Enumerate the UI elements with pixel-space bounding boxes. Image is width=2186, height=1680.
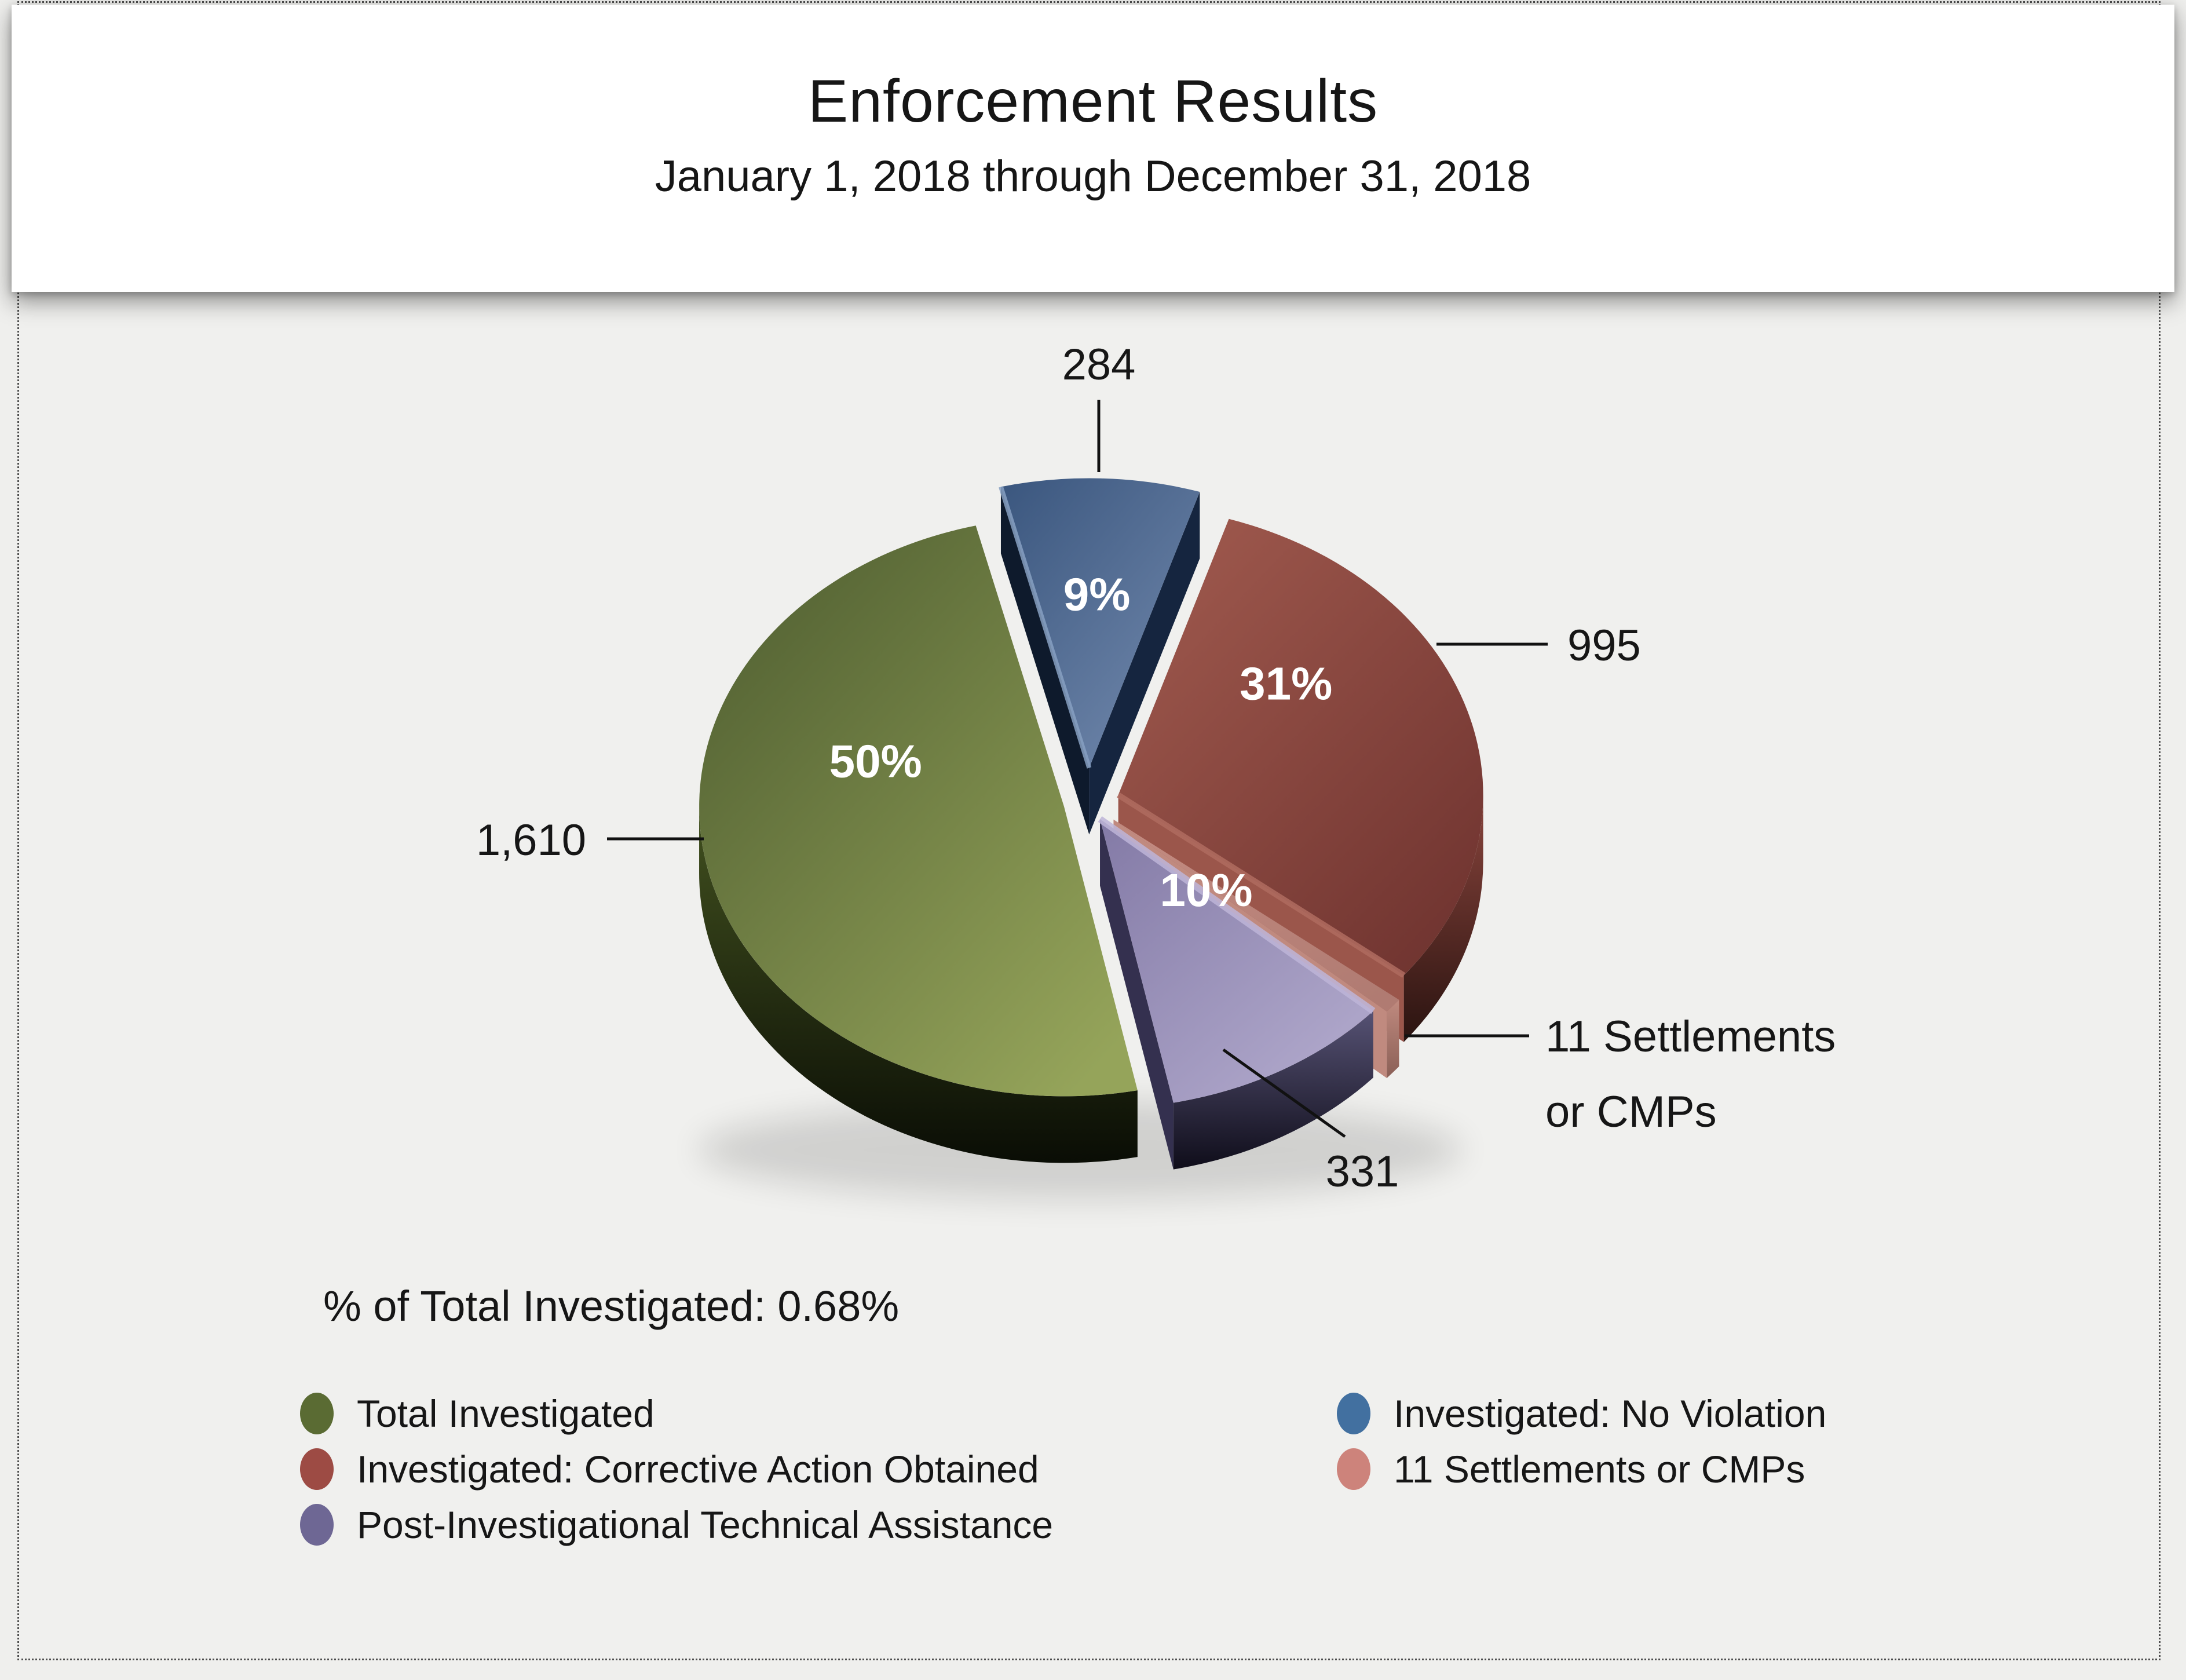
chart-header: Enforcement Results January 1, 2018 thro… xyxy=(12,5,2174,292)
legend-item: Investigated: No Violation xyxy=(1337,1386,1826,1441)
legend-item: Investigated: Corrective Action Obtained xyxy=(300,1441,1053,1497)
chart-title: Enforcement Results xyxy=(807,68,1379,135)
leader-technical-assistance xyxy=(1222,1048,1346,1138)
slice-side xyxy=(1173,1011,1373,1170)
pct-label-1: 31% xyxy=(1240,658,1332,709)
slice-wall xyxy=(1089,492,1200,835)
legend-label: Total Investigated xyxy=(357,1392,655,1435)
legend-column-right: Investigated: No Violation 11 Settlements… xyxy=(1337,1386,1826,1497)
slice-side xyxy=(1403,795,1483,1042)
pct-label-0: 9% xyxy=(1063,569,1131,620)
slice-top-2[interactable] xyxy=(1113,819,1399,1011)
slice-wall xyxy=(1100,819,1174,1170)
legend-item: Post-Investigational Technical Assistanc… xyxy=(300,1497,1053,1553)
callout-settlements-line1: 11 Settlements xyxy=(1545,1012,1836,1061)
slice-side xyxy=(699,806,1138,1163)
slice-top-0[interactable] xyxy=(1000,478,1200,768)
callout-technical-assistance: 331 xyxy=(1326,1147,1399,1196)
slice-bevel xyxy=(1098,816,1376,1014)
slice-top-4[interactable] xyxy=(699,525,1138,1097)
callout-total-investigated: 1,610 xyxy=(476,816,586,865)
slice-bevel xyxy=(999,486,1092,769)
pct-label-3: 10% xyxy=(1160,864,1252,916)
legend-label: 11 Settlements or CMPs xyxy=(1394,1448,1805,1491)
slice-top-1[interactable] xyxy=(1118,518,1483,976)
legend-label: Investigated: Corrective Action Obtained xyxy=(357,1448,1039,1491)
legend-column-left: Total Investigated Investigated: Correcti… xyxy=(300,1386,1053,1553)
legend-swatch-icon xyxy=(1337,1393,1370,1434)
legend-swatch-icon xyxy=(300,1504,334,1546)
callout-corrective-action: 995 xyxy=(1567,621,1641,670)
legend-item: 11 Settlements or CMPs xyxy=(1337,1441,1826,1497)
legend-item: Total Investigated xyxy=(300,1386,1053,1441)
slice-side xyxy=(1387,999,1399,1078)
legend-label: Post-Investigational Technical Assistanc… xyxy=(357,1503,1054,1546)
total-investigated-note: % of Total Investigated: 0.68% xyxy=(323,1282,900,1330)
legend-swatch-icon xyxy=(300,1448,334,1490)
chart-subtitle: January 1, 2018 through December 31, 201… xyxy=(655,152,1531,201)
pct-label-4: 50% xyxy=(829,735,922,787)
callout-settlements-line2: or CMPs xyxy=(1545,1087,1717,1137)
legend-label: Investigated: No Violation xyxy=(1394,1392,1827,1435)
legend-swatch-icon xyxy=(1337,1448,1370,1490)
legend-swatch-icon xyxy=(300,1393,334,1434)
slice-bevel xyxy=(1116,792,1406,978)
pie-slices: 9% 31% 50% 10% xyxy=(699,478,1483,1170)
callout-no-violation: 284 xyxy=(1062,340,1136,389)
slice-wall xyxy=(1000,487,1090,835)
slice-top-3[interactable] xyxy=(1100,819,1373,1103)
